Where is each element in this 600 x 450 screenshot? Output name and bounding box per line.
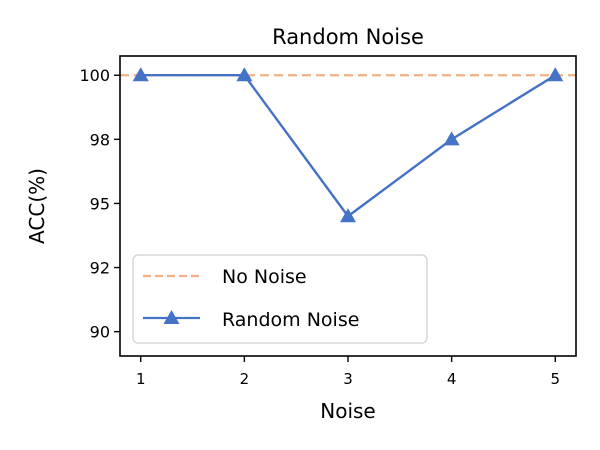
y-axis: 90 92 95 98 100 — [79, 66, 120, 342]
x-tick-label: 1 — [136, 370, 146, 388]
y-tick-label: 100 — [79, 66, 110, 85]
x-tick-label: 3 — [343, 370, 353, 388]
plot-area — [120, 67, 576, 223]
triangle-marker-icon — [547, 67, 564, 82]
legend-random-noise-label: Random Noise — [222, 309, 359, 331]
y-tick-label: 92 — [90, 259, 110, 278]
x-axis: 1 2 3 4 5 — [136, 356, 560, 388]
y-axis-label: ACC(%) — [25, 168, 49, 244]
triangle-marker-icon — [236, 67, 253, 82]
x-tick-label: 4 — [447, 370, 457, 388]
triangle-marker-icon — [163, 310, 180, 324]
x-axis-label: Noise — [320, 399, 375, 423]
legend-box — [132, 254, 428, 344]
legend: No Noise Random Noise — [132, 254, 428, 344]
legend-no-noise-label: No Noise — [222, 266, 307, 288]
y-tick-label: 90 — [90, 323, 110, 342]
y-tick-label: 95 — [90, 194, 110, 213]
triangle-marker-icon — [132, 67, 149, 82]
y-tick-label: 98 — [90, 130, 110, 149]
x-tick-label: 5 — [550, 370, 560, 388]
x-tick-label: 2 — [240, 370, 250, 388]
random-noise-line — [140, 74, 556, 218]
chart-title: Random Noise — [272, 25, 424, 49]
triangle-marker-icon — [443, 131, 460, 146]
triangle-marker-icon — [340, 208, 356, 223]
